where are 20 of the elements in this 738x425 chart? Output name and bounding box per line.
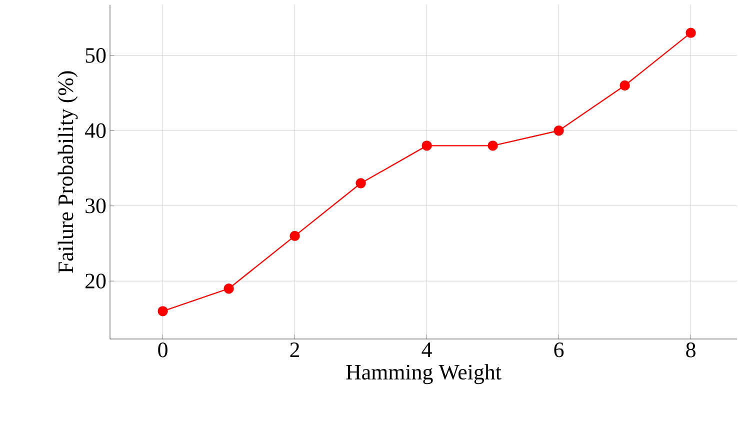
point: [224, 284, 234, 294]
point: [158, 306, 168, 316]
x-axis-title: Hamming Weight: [346, 364, 502, 384]
x-tick-label: 2: [290, 342, 300, 358]
point: [686, 28, 696, 38]
y-axis-title: Failure Probability (%): [58, 71, 78, 274]
y-tick-label: 20: [86, 274, 106, 288]
point: [554, 126, 564, 136]
y-tick-label: 50: [86, 48, 106, 63]
x-tick-label: 0: [158, 342, 168, 358]
x-tick-label: 6: [554, 342, 564, 358]
x-tick-label: 8: [686, 342, 696, 358]
point: [422, 140, 432, 151]
point: [290, 230, 300, 242]
y-tick-label: 40: [84, 123, 106, 138]
point: [488, 140, 498, 151]
x-tick-label: 4: [422, 342, 432, 357]
y-tick-label: 30: [86, 198, 106, 214]
point: [356, 178, 366, 188]
point: [620, 80, 630, 91]
